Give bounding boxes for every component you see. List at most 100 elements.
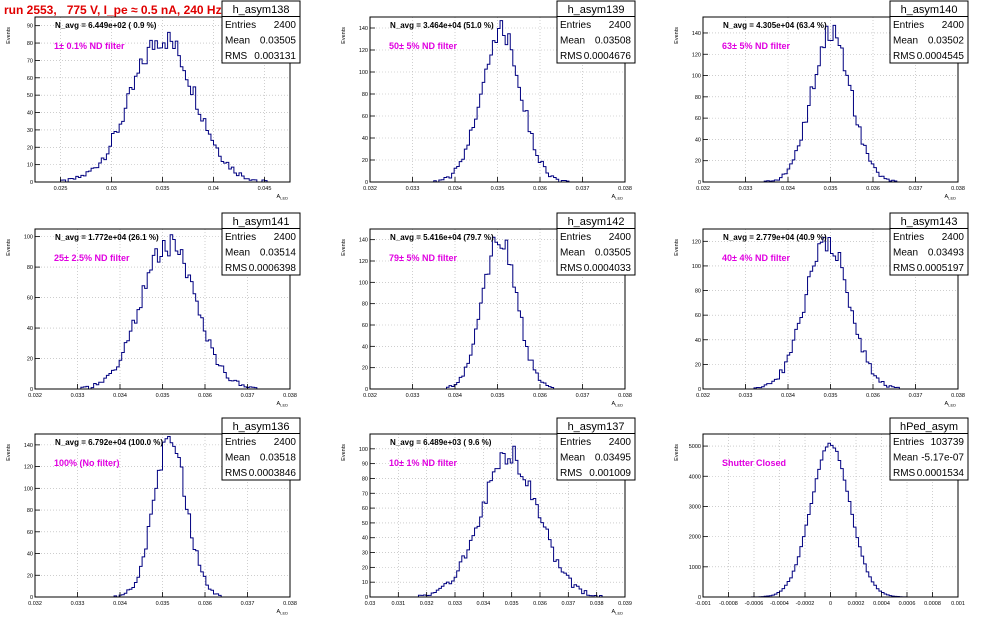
stats-key: Entries <box>225 20 256 31</box>
x-tick-label: -0.0004 <box>770 601 789 607</box>
x-tick-label: 0.035 <box>156 186 170 192</box>
x-tick-label: 0.038 <box>618 393 632 399</box>
navg-label: N_avg = 3.464e+04 (51.0 %) <box>390 21 494 30</box>
x-tick-label: 0.032 <box>696 186 710 192</box>
x-tick-label: 0.038 <box>283 393 297 399</box>
stats-key: RMS <box>560 468 583 479</box>
run-title: run 2553, 775 V, I_pe ≈ 0.5 nA, 240 Hz <box>4 3 222 17</box>
y-tick-label: 3000 <box>689 504 701 510</box>
stats-value: 0.03508 <box>595 36 632 47</box>
y-tick-label: 100 <box>359 280 368 286</box>
y-tick-label: 40 <box>27 552 33 558</box>
y-tick-label: 50 <box>362 521 368 527</box>
y-tick-label: 60 <box>27 296 33 302</box>
y-axis-title: Events <box>6 27 12 44</box>
x-tick-label: 0.034 <box>113 393 127 399</box>
stats-value: 0.0004033 <box>584 263 632 274</box>
y-tick-label: 0 <box>698 387 701 393</box>
y-tick-label: 100 <box>24 235 33 241</box>
stats-value: 0.03495 <box>595 453 632 464</box>
x-tick-label: 0.037 <box>576 393 590 399</box>
y-tick-label: 20 <box>695 362 701 368</box>
x-tick-label: 0.04 <box>208 186 219 192</box>
stats-key: Entries <box>225 437 256 448</box>
histogram-panel-h_asym141: 0.032 0.033 0.034 0.035 0.036 0.037 0.038 0 20 40… <box>6 212 301 408</box>
x-tick-label: 0.032 <box>28 601 42 607</box>
y-tick-label: 30 <box>362 551 368 557</box>
y-tick-label: 60 <box>695 313 701 319</box>
stats-value: 2400 <box>609 437 632 448</box>
x-axis-title: ALED <box>612 609 624 616</box>
stats-value: 2400 <box>274 437 297 448</box>
x-tick-label: -0.001 <box>695 601 711 607</box>
y-tick-label: 0 <box>698 595 701 601</box>
histogram-panel-h_asym140: 0.032 0.033 0.034 0.035 0.036 0.037 0.038 0 20 40… <box>674 0 969 201</box>
y-tick-label: 120 <box>359 48 368 54</box>
stats-box <box>221 417 301 481</box>
histogram-panel-h_asym138: 0.025 0.03 0.035 0.04 0.045 0 10 20 30 40 50 60 70 80… <box>6 0 301 201</box>
x-tick-label: 0 <box>829 601 832 607</box>
y-tick-label: 20 <box>362 366 368 372</box>
x-tick-label: 0.033 <box>739 186 753 192</box>
histogram-line <box>370 445 625 598</box>
y-tick-label: 80 <box>362 92 368 98</box>
stats-box <box>221 212 301 276</box>
x-tick-label: 0.036 <box>198 601 212 607</box>
filter-label: 40± 4% ND filter <box>722 253 790 263</box>
stats-title: h_asym138 <box>233 4 290 16</box>
y-tick-label: 20 <box>362 565 368 571</box>
histogram-line <box>370 20 625 183</box>
x-tick-label: 0.0006 <box>899 601 916 607</box>
x-tick-label: 0.033 <box>448 601 462 607</box>
filter-label: 10± 1% ND filter <box>389 458 457 468</box>
y-axis-title: Events <box>341 239 347 256</box>
y-axis-title: Events <box>6 444 12 461</box>
x-tick-label: 0.032 <box>363 393 377 399</box>
stats-title: h_asym136 <box>233 421 290 433</box>
stats-key: Entries <box>560 232 591 243</box>
y-tick-label: 40 <box>27 111 33 117</box>
x-tick-label: 0.037 <box>909 393 923 399</box>
y-tick-label: 80 <box>695 289 701 295</box>
navg-label: N_avg = 6.489e+03 ( 9.6 %) <box>390 438 492 447</box>
y-axis-title: Events <box>341 27 347 44</box>
y-tick-label: 80 <box>695 95 701 101</box>
y-tick-label: 60 <box>27 530 33 536</box>
stats-key: Entries <box>893 437 924 448</box>
x-tick-label: 0.037 <box>241 393 255 399</box>
y-tick-label: 0 <box>30 180 33 186</box>
x-tick-label: 0.045 <box>258 186 272 192</box>
y-tick-label: 70 <box>27 58 33 64</box>
x-tick-label: 0.034 <box>448 393 462 399</box>
x-axis-title: ALED <box>612 401 624 408</box>
x-tick-label: 0.032 <box>363 186 377 192</box>
y-tick-label: 40 <box>362 344 368 350</box>
y-tick-label: 80 <box>362 476 368 482</box>
x-tick-label: 0.034 <box>113 601 127 607</box>
stats-key: Entries <box>893 20 924 31</box>
stats-box <box>556 212 636 276</box>
y-tick-label: 20 <box>362 158 368 164</box>
y-tick-label: 20 <box>27 357 33 363</box>
x-tick-label: 0.03 <box>365 601 376 607</box>
stats-key: RMS <box>893 51 916 62</box>
histogram-panel-h_asym139: 0.032 0.033 0.034 0.035 0.036 0.037 0.038 0 20 40… <box>341 0 636 201</box>
stats-key: Mean <box>560 453 585 464</box>
y-tick-label: 40 <box>27 326 33 332</box>
x-tick-label: 0.037 <box>576 186 590 192</box>
plot-frame <box>369 433 626 598</box>
y-tick-label: 60 <box>27 76 33 82</box>
histogram-line <box>703 24 958 183</box>
x-axis-title: ALED <box>945 194 957 201</box>
x-tick-label: 0.0002 <box>848 601 865 607</box>
stats-title: h_asym143 <box>901 216 958 228</box>
filter-label: 50± 5% ND filter <box>389 41 457 51</box>
filter-label: Shutter Closed <box>722 458 786 468</box>
y-tick-label: 100 <box>692 264 701 270</box>
y-tick-label: 120 <box>692 239 701 245</box>
x-tick-label: 0.038 <box>951 186 965 192</box>
y-tick-label: 100 <box>359 70 368 76</box>
y-tick-label: 80 <box>27 265 33 271</box>
stats-key: Mean <box>893 248 918 259</box>
x-tick-label: -0.0008 <box>719 601 738 607</box>
